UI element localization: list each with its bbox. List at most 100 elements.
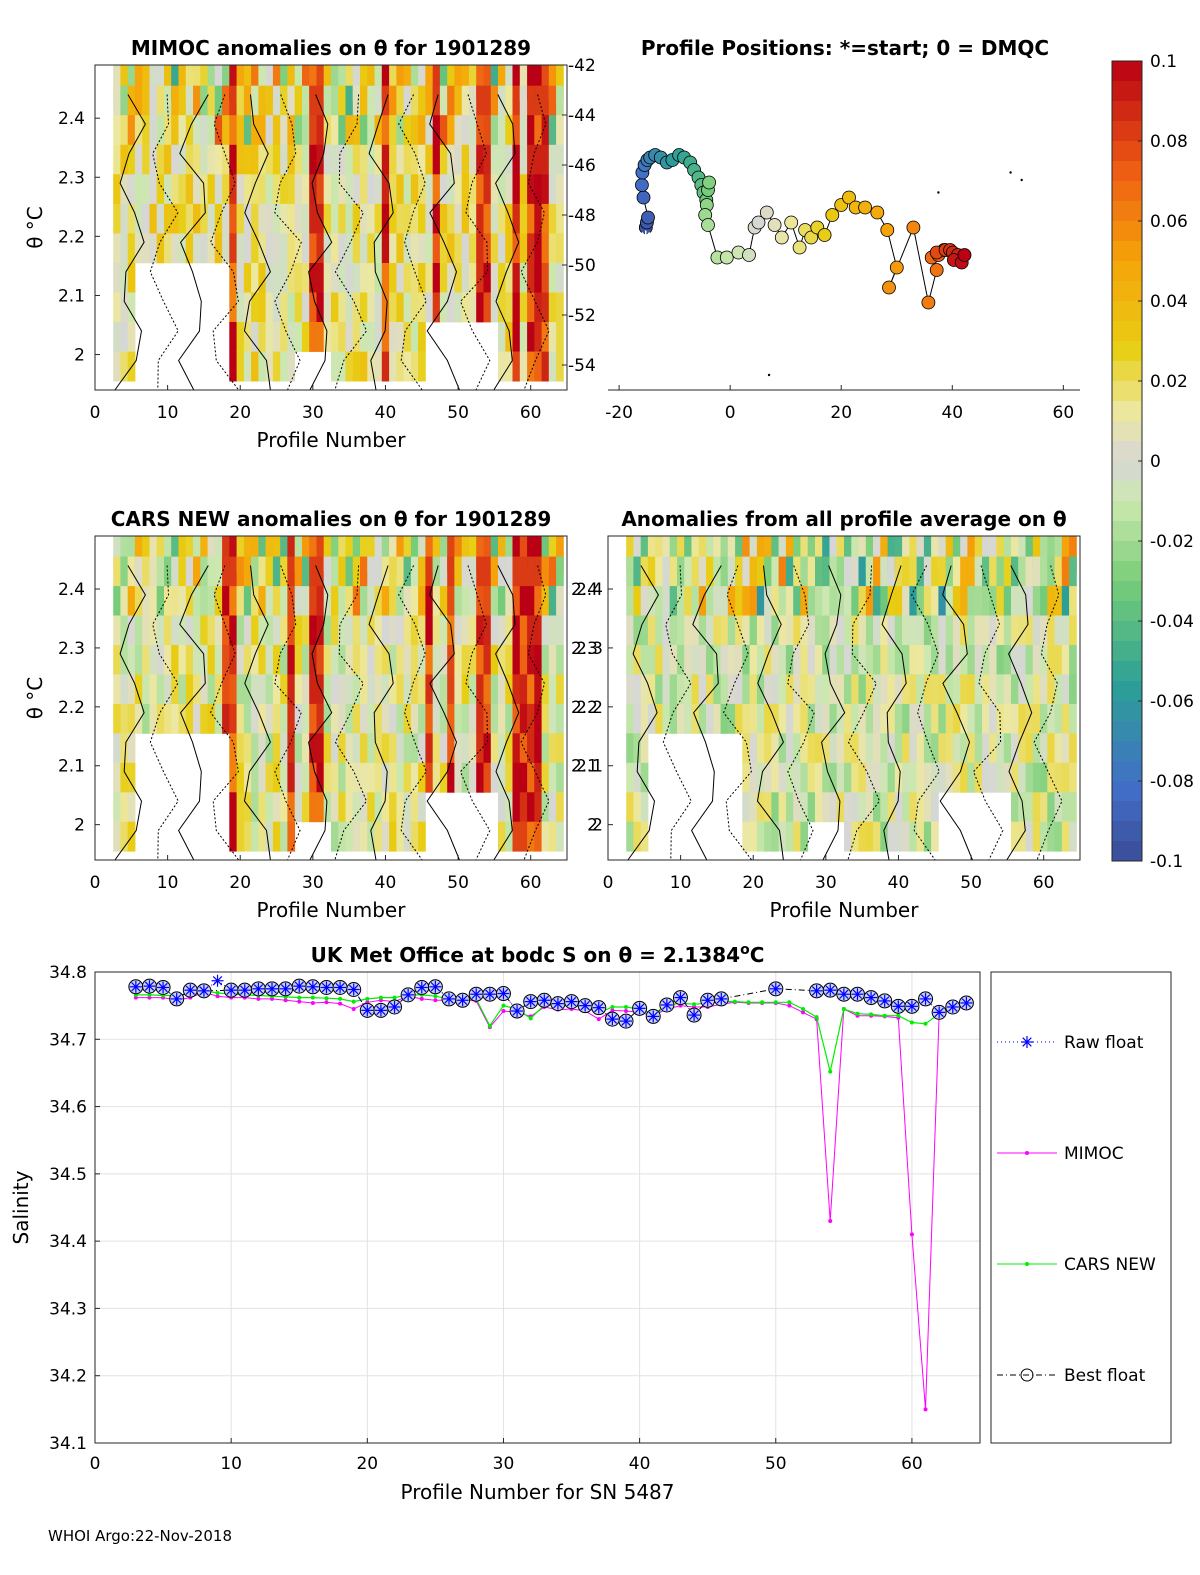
- heatmap-cell: [360, 556, 368, 587]
- heatmap-cell: [396, 174, 405, 205]
- heatmap-cell: [323, 556, 332, 587]
- heatmap-cell: [931, 733, 939, 764]
- heatmap-cell: [323, 322, 332, 352]
- heatmap-cell: [338, 821, 346, 852]
- heatmap-cell: [331, 615, 339, 646]
- heatmap-cell: [367, 821, 375, 852]
- heatmap-cell: [923, 615, 932, 646]
- heatmap-cell: [764, 792, 772, 823]
- heatmap-cell: [439, 733, 448, 764]
- heatmap-cell: [418, 174, 426, 205]
- heatmap-cell: [120, 556, 129, 587]
- star-stroke: [852, 989, 863, 999]
- heatmap-cell: [251, 263, 259, 293]
- heatmap-cell: [381, 322, 390, 352]
- star-stroke: [308, 982, 318, 992]
- heatmap-cell: [1069, 821, 1077, 852]
- heatmap-cell: [113, 586, 121, 616]
- heatmap-cell: [272, 821, 281, 852]
- heatmap-cell: [829, 615, 838, 646]
- heatmap-cell: [461, 144, 470, 175]
- heatmap-cell: [1054, 821, 1063, 852]
- heatmap-cell: [1061, 556, 1070, 587]
- heatmap-cell: [243, 792, 252, 823]
- heatmap-cell: [512, 733, 521, 764]
- heatmap-cell: [258, 733, 267, 764]
- heatmap-cell: [425, 645, 434, 675]
- raw-float-marker: [197, 984, 210, 997]
- heatmap-cell: [331, 645, 339, 675]
- contour-line: [723, 565, 753, 861]
- heatmap-cell: [309, 536, 317, 572]
- heatmap-cell: [865, 586, 874, 616]
- heatmap-cell: [880, 792, 888, 823]
- heatmap-cell: [439, 233, 448, 264]
- heatmap-cell: [294, 792, 303, 823]
- heatmap-cell: [858, 762, 867, 793]
- heatmap-cell: [338, 85, 346, 116]
- heatmap-cell: [134, 615, 143, 646]
- heatmap-cell: [742, 615, 750, 646]
- y-tick-label: 2.3: [571, 639, 598, 659]
- heatmap-cell: [662, 645, 671, 675]
- heatmap-cell: [785, 733, 794, 764]
- heatmap-cell: [865, 821, 874, 852]
- lon-tick-label: 0: [725, 403, 736, 423]
- heatmap-cell: [640, 615, 649, 646]
- heatmap-cell: [793, 556, 801, 587]
- heatmap-cell: [127, 174, 136, 205]
- star-stroke: [321, 982, 332, 993]
- heatmap-cell: [403, 292, 412, 323]
- heatmap-cell: [403, 586, 412, 616]
- heatmap-cell: [200, 233, 208, 264]
- heatmap-cell: [556, 144, 564, 175]
- star-stroke: [879, 996, 890, 1006]
- heatmap-cell: [338, 263, 346, 293]
- heatmap-cell: [178, 703, 187, 734]
- heatmap-cell: [389, 615, 397, 646]
- heatmap-cell: [1054, 556, 1063, 587]
- raw-float-marker: [538, 994, 551, 1007]
- heatmap-cell: [851, 792, 859, 823]
- heatmap-cell: [916, 762, 925, 793]
- cars-axes-box: [94, 535, 568, 861]
- heatmap-cell: [171, 703, 179, 734]
- heatmap-cell: [389, 645, 397, 675]
- heatmap-cell: [345, 65, 354, 101]
- mimoc-point: [787, 1003, 792, 1008]
- heatmap-cell: [142, 233, 150, 264]
- heatmap-cell: [527, 645, 535, 675]
- heatmap-cell: [931, 645, 939, 675]
- colorbar-band: [1112, 761, 1142, 782]
- salinity-y-tick-label: 34.2: [49, 1367, 87, 1387]
- heatmap-cell: [974, 556, 983, 587]
- heatmap-cell: [367, 203, 375, 234]
- heatmap-cell: [134, 115, 143, 146]
- star-stroke: [893, 1001, 904, 1012]
- heatmap-cell: [505, 351, 513, 382]
- heatmap-cell: [785, 762, 794, 793]
- heatmap-cell: [134, 203, 143, 234]
- heatmap-cell: [626, 536, 634, 572]
- heatmap-cell: [785, 536, 794, 572]
- heatmap-cell: [447, 233, 455, 264]
- heatmap-cell: [229, 674, 237, 705]
- heatmap-cell: [548, 674, 557, 705]
- cars-point: [297, 995, 302, 1000]
- heatmap-cell: [171, 85, 179, 116]
- heatmap-cell: [178, 674, 187, 705]
- heatmap-cell: [1025, 645, 1034, 675]
- heatmap-cell: [367, 733, 375, 764]
- heatmap-cell: [735, 674, 743, 705]
- heatmap-cell: [381, 674, 390, 705]
- heatmap-cell: [756, 821, 765, 852]
- heatmap-cell: [633, 674, 642, 705]
- heatmap-cell: [316, 115, 325, 146]
- heatmap-cell: [844, 674, 852, 705]
- heatmap-cell: [149, 65, 158, 101]
- heatmap-cell: [156, 615, 165, 646]
- star-stroke: [716, 994, 727, 1004]
- heatmap-cell: [280, 65, 288, 101]
- heatmap-cell: [1040, 792, 1048, 823]
- heatmap-cell: [302, 233, 310, 264]
